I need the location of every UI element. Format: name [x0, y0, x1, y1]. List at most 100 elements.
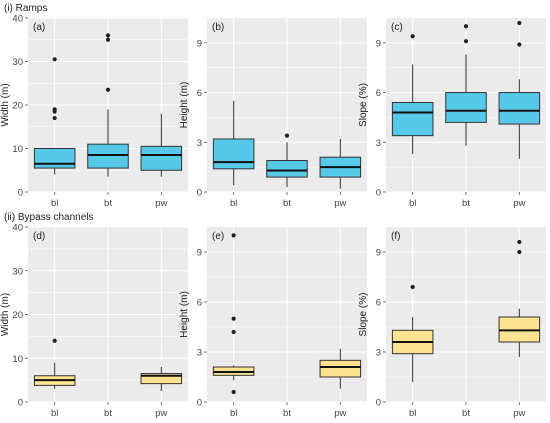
x-tick-label: bt — [462, 408, 470, 419]
x-tick-label: pw — [334, 198, 346, 209]
outlier-point — [231, 316, 236, 321]
y-tick-label: 3 — [376, 138, 381, 149]
outlier-point — [52, 107, 57, 112]
panel-b: 0 3 6 9 bl bt pw Height (m) (b) — [179, 18, 367, 209]
outlier-point — [52, 115, 57, 121]
box-pw — [140, 367, 183, 392]
x-tick-label: bt — [283, 408, 291, 419]
outlier-point — [284, 133, 290, 138]
box-bl — [33, 338, 76, 389]
x-tick-label: bl — [51, 198, 58, 209]
y-tick-label: 20 — [12, 101, 23, 112]
outlier-point — [52, 338, 57, 343]
outlier-point — [463, 24, 469, 29]
outlier-point — [410, 284, 415, 290]
box-iqr — [140, 145, 183, 171]
outlier-point — [517, 42, 522, 47]
panel-tag: (a) — [33, 22, 45, 33]
box-bl — [391, 34, 434, 154]
panel-tag: (d) — [33, 231, 45, 242]
box-pw — [319, 138, 362, 189]
x-tick-label: pw — [155, 408, 167, 419]
box-bl — [212, 233, 255, 395]
y-tick-label: 40 — [12, 14, 23, 25]
outlier-point — [52, 57, 57, 62]
y-tick-label: 9 — [197, 38, 202, 49]
panel-tag: (e) — [212, 231, 224, 242]
box-iqr — [33, 148, 76, 169]
x-tick-label: pw — [513, 198, 525, 209]
y-tick-label: 10 — [12, 354, 23, 365]
y-tick-label: 9 — [376, 248, 381, 259]
box-pw — [498, 239, 541, 357]
y-axis-title: Width (m) — [0, 293, 11, 336]
box-iqr — [266, 160, 308, 178]
y-tick-label: 3 — [197, 348, 202, 359]
x-tick-label: bl — [409, 198, 416, 209]
box-bt — [87, 33, 129, 177]
box-iqr — [87, 143, 129, 169]
panel-c: 0 3 6 9 bl bt pw Slope (%) (c) — [358, 18, 546, 209]
y-tick-label: 0 — [376, 398, 381, 409]
y-tick-label: 0 — [18, 398, 23, 409]
x-tick-label: pw — [513, 408, 525, 419]
x-tick-label: bt — [104, 198, 112, 209]
box-iqr — [391, 102, 434, 137]
y-axis-title: Height (m) — [179, 291, 190, 338]
x-tick-label: bl — [230, 408, 237, 419]
y-tick-label: 0 — [18, 188, 23, 199]
y-tick-label: 9 — [376, 38, 381, 49]
y-tick-label: 0 — [376, 188, 381, 199]
panel-e: 0 3 6 9 bl bt pw Height (m) (e) — [179, 227, 367, 419]
box-bl — [391, 284, 434, 382]
box-bl — [33, 57, 76, 175]
section-title-bypass: (ii) Bypass channels — [4, 212, 93, 223]
section-title-ramps: (i) Ramps — [4, 3, 47, 14]
box-pw — [319, 348, 362, 389]
y-tick-label: 6 — [197, 298, 202, 309]
panel-tag: (c) — [391, 22, 403, 33]
y-tick-label: 0 — [197, 398, 202, 409]
x-tick-label: pw — [334, 408, 346, 419]
outlier-point — [463, 39, 469, 44]
box-iqr — [498, 92, 541, 125]
y-tick-label: 6 — [376, 298, 381, 309]
x-tick-label: pw — [155, 198, 167, 209]
outlier-point — [517, 249, 522, 255]
y-tick-label: 30 — [12, 57, 23, 68]
panel-f: 0 3 6 9 bl bt pw Slope (%) (f) — [358, 227, 546, 419]
y-tick-label: 20 — [12, 310, 23, 321]
y-tick-label: 0 — [197, 188, 202, 199]
box-iqr — [319, 359, 362, 378]
outlier-point — [517, 20, 522, 26]
panel-tag: (b) — [212, 22, 224, 33]
x-tick-label: bt — [462, 198, 470, 209]
y-axis-title: Slope (%) — [358, 83, 369, 127]
y-axis-title: Width (m) — [0, 83, 11, 126]
outlier-point — [105, 33, 111, 38]
box-iqr — [140, 373, 183, 385]
y-tick-label: 6 — [197, 88, 202, 99]
x-tick-label: bl — [51, 408, 58, 419]
y-tick-label: 40 — [12, 223, 23, 234]
box-bl — [212, 100, 255, 186]
y-tick-label: 9 — [197, 248, 202, 259]
outlier-point — [231, 389, 236, 395]
outlier-point — [231, 329, 236, 335]
outlier-point — [517, 239, 522, 245]
box-pw — [140, 113, 183, 177]
box-iqr — [212, 138, 255, 170]
x-tick-label: bt — [104, 408, 112, 419]
y-tick-label: 3 — [376, 348, 381, 359]
box-bt — [266, 133, 308, 188]
box-pw — [498, 20, 541, 159]
panel-tag: (f) — [391, 231, 400, 242]
box-iqr — [445, 92, 487, 123]
panel-a: 0 10 20 30 40 bl bt pw Width (m) (a) — [0, 14, 188, 209]
x-tick-label: bt — [283, 198, 291, 209]
outlier-point — [410, 34, 415, 39]
y-tick-label: 6 — [376, 88, 381, 99]
outlier-point — [105, 37, 111, 42]
